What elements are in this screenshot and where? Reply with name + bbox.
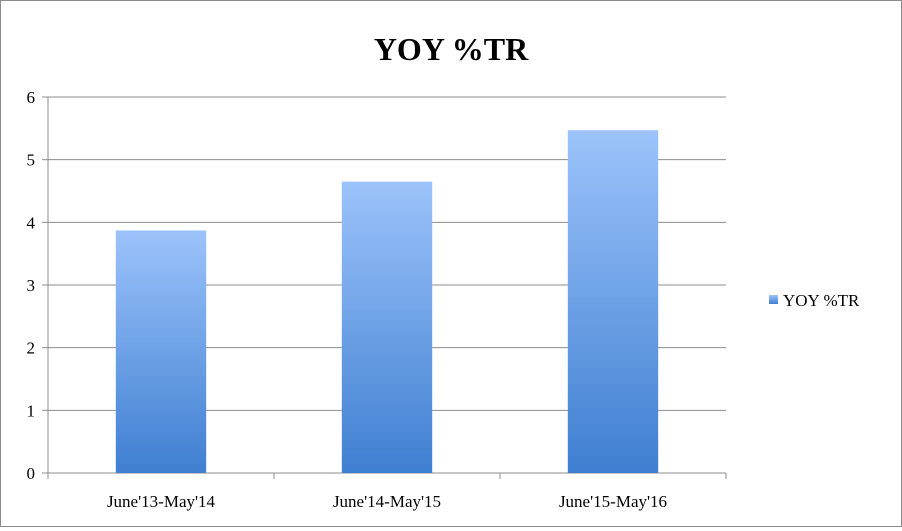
y-tick-label: 3 xyxy=(27,276,36,295)
y-tick-label: 4 xyxy=(27,213,36,232)
chart-title: YOY %TR xyxy=(374,31,529,67)
legend-swatch xyxy=(769,295,778,304)
y-tick-label: 0 xyxy=(27,464,36,483)
bar xyxy=(115,230,207,473)
x-tick-label: June'15-May'16 xyxy=(559,492,667,511)
x-tick-labels: June'13-May'14 June'14-May'15 June'15-May'… xyxy=(107,492,667,511)
y-tick-label: 2 xyxy=(27,339,36,358)
legend: YOY %TR xyxy=(769,291,860,310)
x-tick-label: June'13-May'14 xyxy=(107,492,216,511)
legend-label: YOY %TR xyxy=(783,291,860,310)
bars xyxy=(115,130,659,474)
x-tick-label: June'14-May'15 xyxy=(333,492,441,511)
y-tick-label: 6 xyxy=(27,88,36,107)
y-tick-label: 1 xyxy=(27,401,36,420)
y-tick-label: 5 xyxy=(27,151,36,170)
bar xyxy=(341,181,433,473)
y-tick-labels: 0 1 2 3 4 5 6 xyxy=(27,88,36,483)
bar xyxy=(567,130,659,474)
